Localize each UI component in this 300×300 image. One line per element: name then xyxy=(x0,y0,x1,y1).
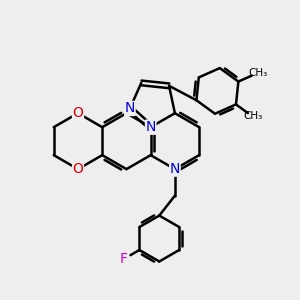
Text: CH₃: CH₃ xyxy=(248,68,267,78)
Text: CH₃: CH₃ xyxy=(244,111,263,121)
Text: N: N xyxy=(146,120,156,134)
Text: N: N xyxy=(170,162,180,176)
Text: O: O xyxy=(73,106,83,120)
Text: O: O xyxy=(73,162,83,176)
Text: N: N xyxy=(125,101,135,116)
Text: F: F xyxy=(120,252,128,266)
